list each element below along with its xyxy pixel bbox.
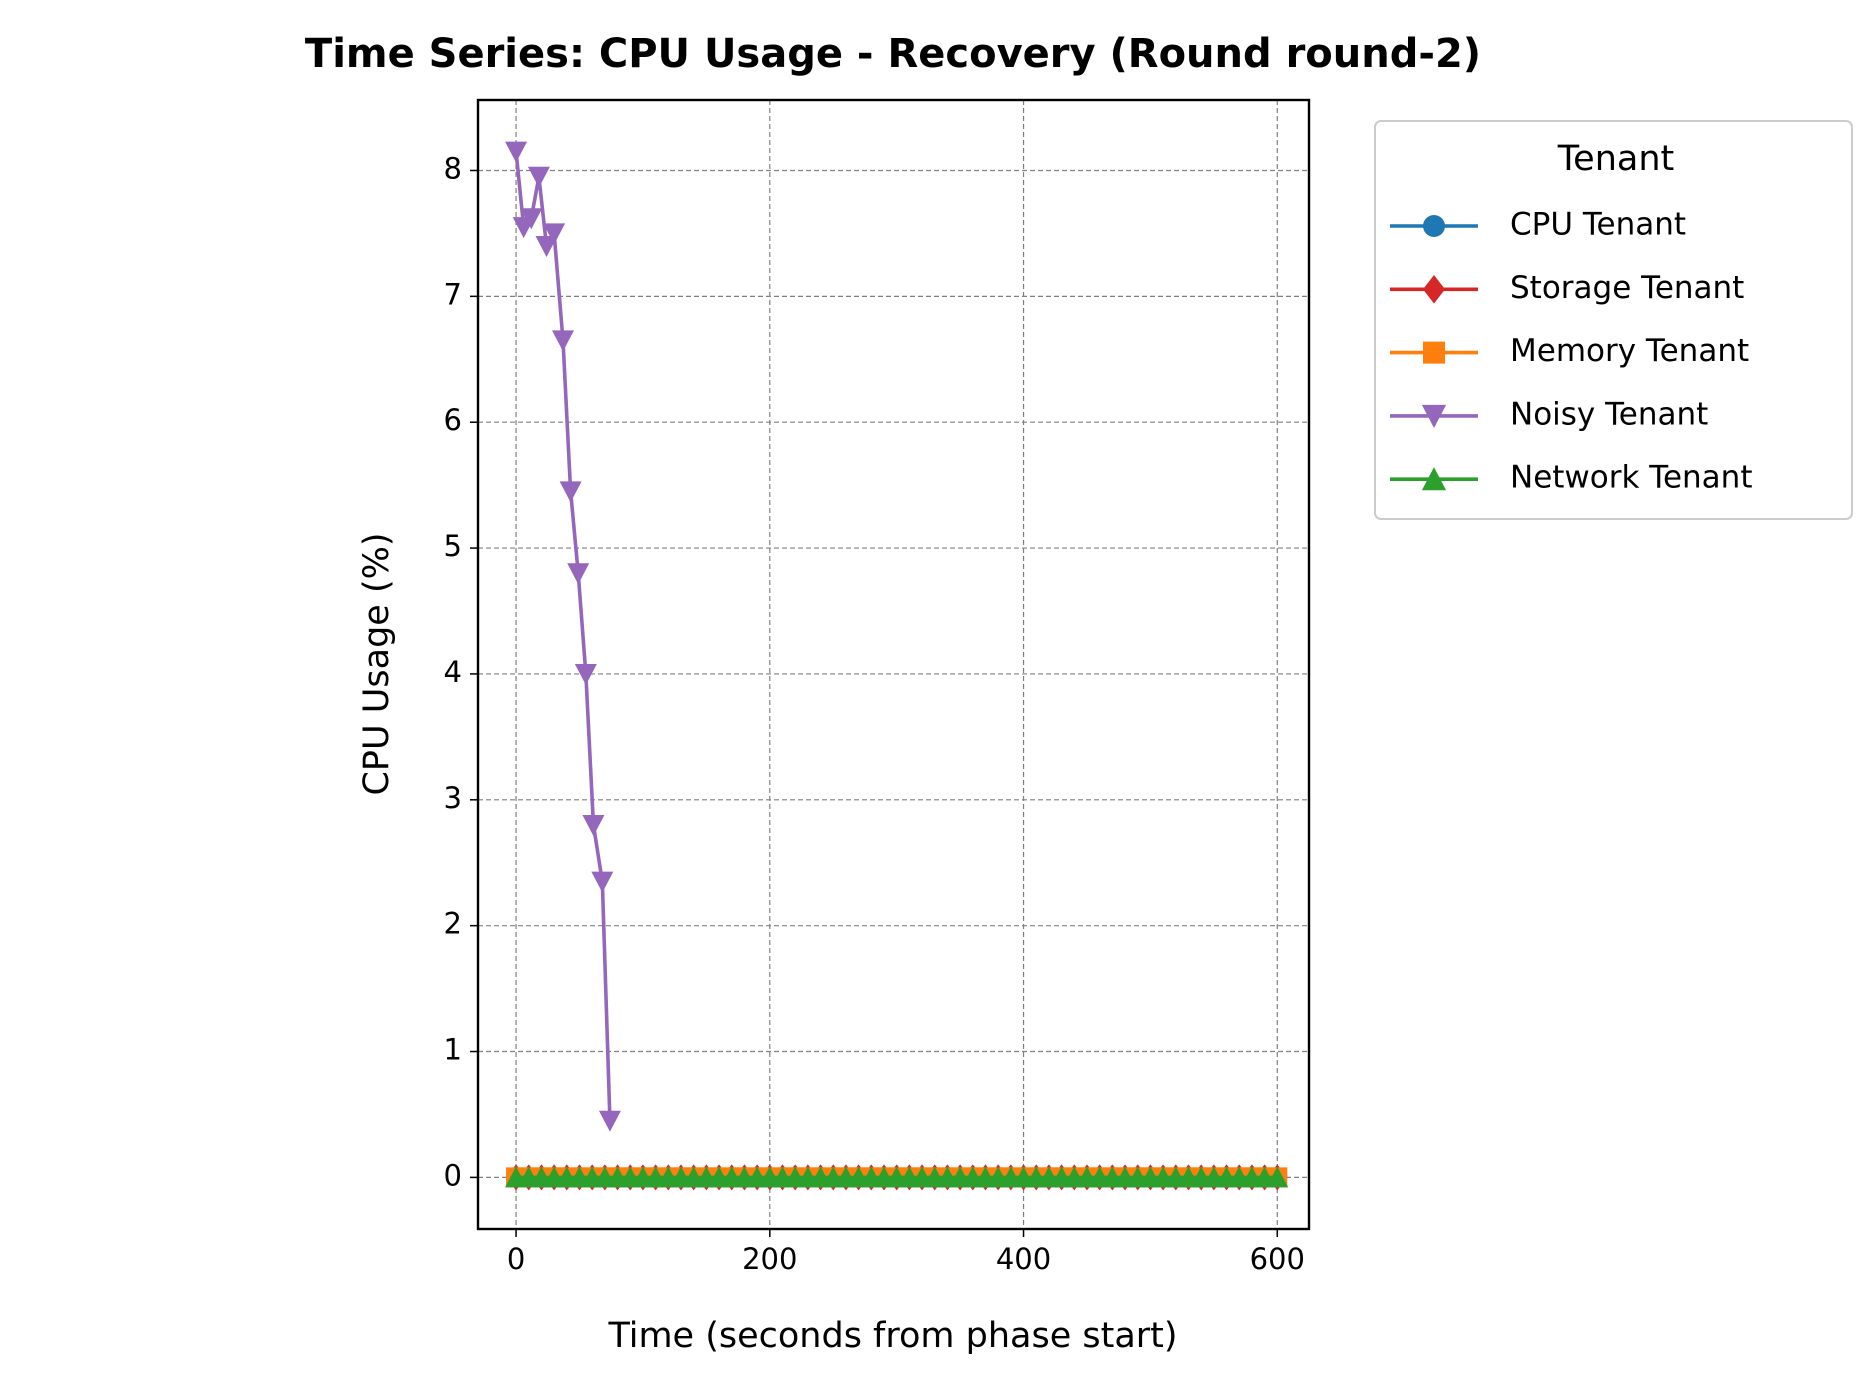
legend-label: Memory Tenant bbox=[1510, 333, 1749, 369]
x-tick-label: 400 bbox=[996, 1242, 1051, 1276]
y-tick-label: 2 bbox=[444, 907, 462, 941]
y-tick-label: 4 bbox=[444, 655, 462, 689]
chart-title: Time Series: CPU Usage - Recovery (Round… bbox=[305, 31, 1481, 77]
x-tick-label: 0 bbox=[507, 1242, 525, 1276]
marker bbox=[1423, 215, 1445, 237]
legend-box bbox=[1374, 120, 1853, 520]
y-tick-label: 7 bbox=[444, 277, 462, 311]
y-tick-label: 8 bbox=[444, 151, 462, 185]
marker bbox=[1266, 1166, 1289, 1188]
marker bbox=[520, 208, 543, 230]
y-tick-label: 1 bbox=[444, 1033, 462, 1067]
marker bbox=[535, 236, 558, 258]
y-tick-label: 5 bbox=[444, 529, 462, 563]
legend-label: Network Tenant bbox=[1510, 460, 1752, 496]
marker bbox=[559, 481, 582, 503]
series bbox=[505, 141, 621, 1132]
plot-frame bbox=[476, 98, 1311, 1231]
marker bbox=[543, 223, 566, 245]
marker bbox=[505, 141, 528, 163]
x-tick-label: 600 bbox=[1250, 1242, 1305, 1276]
x-tick-label: 200 bbox=[742, 1242, 797, 1276]
marker bbox=[527, 166, 550, 188]
legend-label: Noisy Tenant bbox=[1510, 396, 1708, 432]
x-axis-label: Time (seconds from phase start) bbox=[607, 1316, 1177, 1356]
series-line bbox=[514, 151, 612, 1121]
marker bbox=[1421, 467, 1447, 491]
legend-label: Storage Tenant bbox=[1510, 270, 1744, 306]
marker bbox=[591, 871, 614, 893]
marker bbox=[582, 814, 605, 836]
marker bbox=[552, 330, 575, 352]
marker bbox=[1423, 275, 1445, 304]
series bbox=[505, 1166, 1289, 1188]
y-tick-label: 0 bbox=[444, 1158, 462, 1192]
marker bbox=[1421, 404, 1447, 428]
marker bbox=[598, 1110, 621, 1132]
marker bbox=[574, 663, 597, 685]
marker bbox=[567, 563, 590, 585]
y-tick-label: 3 bbox=[444, 781, 462, 815]
y-axis-label: CPU Usage (%) bbox=[357, 532, 397, 795]
marker bbox=[1423, 341, 1445, 364]
y-tick-label: 6 bbox=[444, 403, 462, 437]
legend-title: Tenant bbox=[1557, 139, 1675, 179]
legend-label: CPU Tenant bbox=[1510, 207, 1686, 243]
